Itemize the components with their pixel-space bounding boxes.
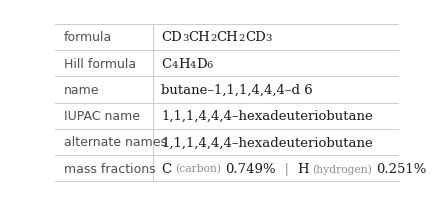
Text: H: H [178,57,190,70]
Text: CD: CD [161,31,182,44]
Text: 4: 4 [171,60,178,69]
Text: 0.749%: 0.749% [225,162,276,175]
Text: C: C [161,57,171,70]
Text: butane–1,1,1,4,4,4–d 6: butane–1,1,1,4,4,4–d 6 [161,83,313,96]
Text: (hydrogen): (hydrogen) [312,163,372,174]
Text: 2: 2 [238,34,245,43]
Text: 0.251%: 0.251% [377,162,427,175]
Text: IUPAC name: IUPAC name [64,110,140,123]
Text: 1,1,1,4,4,4–hexadeuteriobutane: 1,1,1,4,4,4–hexadeuteriobutane [161,110,373,123]
Text: CD: CD [245,31,266,44]
Text: 1,1,1,4,4,4–hexadeuteriobutane: 1,1,1,4,4,4–hexadeuteriobutane [161,136,373,149]
Text: name: name [64,83,99,96]
Text: H: H [297,162,309,175]
Text: C: C [161,162,171,175]
Text: alternate names: alternate names [64,136,167,149]
Text: Hill formula: Hill formula [64,57,136,70]
Text: CH: CH [217,31,238,44]
Text: D: D [196,57,207,70]
Text: 6: 6 [207,60,213,69]
Text: 2: 2 [210,34,217,43]
Text: 3: 3 [266,34,272,43]
Text: |: | [276,162,297,175]
Text: mass fractions: mass fractions [64,162,156,175]
Text: CH: CH [189,31,210,44]
Text: 3: 3 [182,34,189,43]
Text: (carbon): (carbon) [175,163,221,174]
Text: 4: 4 [190,60,196,69]
Text: formula: formula [64,31,112,44]
